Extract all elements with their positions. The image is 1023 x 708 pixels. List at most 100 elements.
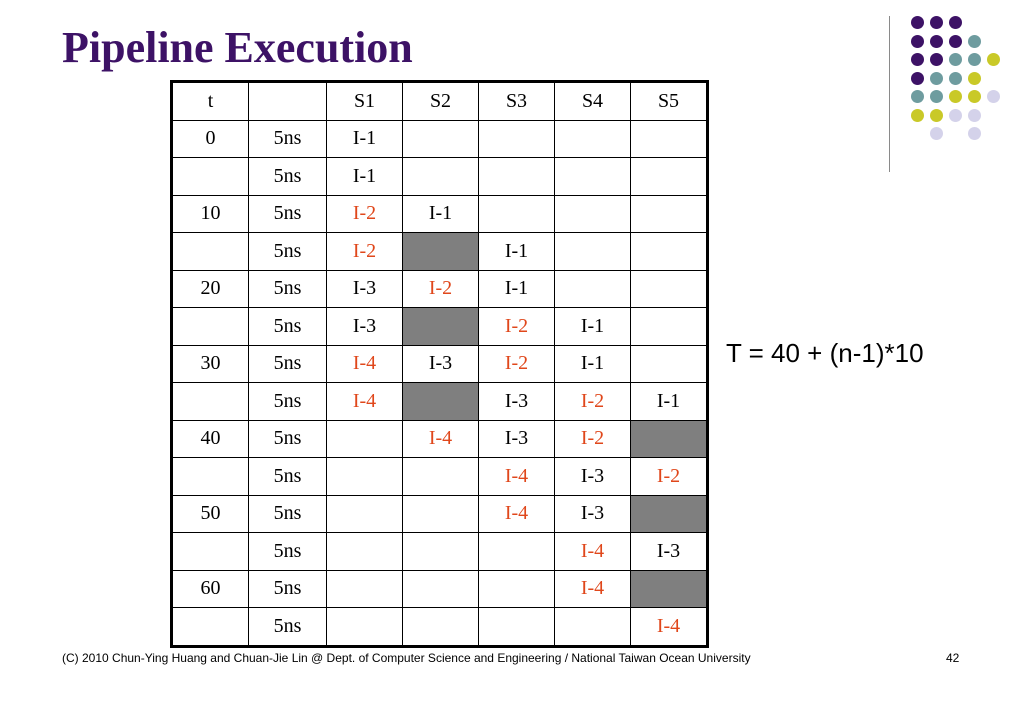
duration-cell: 5ns xyxy=(248,532,327,571)
table-row: 60 5ns I-4 xyxy=(171,569,708,608)
stage-cell xyxy=(402,119,479,158)
header-stage-s4: S4 xyxy=(554,81,631,121)
stage-cell xyxy=(402,569,479,608)
purple-dot xyxy=(930,16,943,29)
stage-cell xyxy=(478,569,555,608)
stage-cell: I-2 xyxy=(630,457,708,496)
duration-cell: 5ns xyxy=(248,119,327,158)
stage-cell xyxy=(630,269,708,308)
stage-cell: I-1 xyxy=(326,119,403,158)
stage-cell xyxy=(630,194,708,233)
teal-dot xyxy=(911,90,924,103)
stage-cell xyxy=(402,157,479,196)
yellow-dot xyxy=(968,71,981,85)
table-row: 20 5ns I-3 I-2 I-1 xyxy=(171,269,708,308)
stage-cell xyxy=(554,269,631,308)
duration-cell: 5ns xyxy=(248,194,327,233)
stage-cell: I-2 xyxy=(478,307,555,346)
stage-cell xyxy=(326,494,403,533)
stage-cell xyxy=(478,607,555,647)
slide-title: Pipeline Execution xyxy=(62,23,413,72)
stage-cell xyxy=(478,157,555,196)
stage-cell xyxy=(630,307,708,346)
duration-cell: 5ns xyxy=(248,494,327,533)
stage-cell xyxy=(630,232,708,271)
stage-cell xyxy=(554,157,631,196)
time-cell xyxy=(171,457,249,496)
duration-cell: 5ns xyxy=(248,457,327,496)
timing-formula: T = 40 + (n-1)*10 xyxy=(726,338,924,368)
stage-cell: I-3 xyxy=(554,457,631,496)
stage-cell: I-4 xyxy=(326,344,403,383)
stage-cell xyxy=(326,457,403,496)
time-cell: 60 xyxy=(171,569,249,608)
purple-dot xyxy=(911,34,924,48)
stage-cell: I-4 xyxy=(326,382,403,421)
purple-dot xyxy=(911,53,924,66)
time-cell xyxy=(171,382,249,421)
stage-cell: I-1 xyxy=(554,307,631,346)
table-row: 5ns I-4 I-3 I-2 xyxy=(171,457,708,496)
stage-cell: I-1 xyxy=(402,194,479,233)
stage-cell: I-3 xyxy=(630,532,708,571)
stall-cell xyxy=(630,569,708,608)
duration-cell: 5ns xyxy=(248,419,327,458)
header-stage-s2: S2 xyxy=(402,81,479,121)
stage-cell: I-4 xyxy=(478,457,555,496)
stage-cell xyxy=(478,532,555,571)
purple-dot xyxy=(911,16,924,29)
stage-cell xyxy=(554,194,631,233)
stage-cell: I-3 xyxy=(478,382,555,421)
duration-cell: 5ns xyxy=(248,157,327,196)
header-stage-s1: S1 xyxy=(326,81,403,121)
table-row: 30 5ns I-4 I-3 I-2 I-1 xyxy=(171,344,708,383)
pipeline-table: t S1 S2 S3 S4 S5 0 5ns I-1 5ns I-1 10 5ns I-2 I-… xyxy=(170,80,709,648)
stage-cell xyxy=(326,607,403,647)
stage-cell xyxy=(554,607,631,647)
stage-cell: I-3 xyxy=(554,494,631,533)
stage-cell: I-3 xyxy=(326,269,403,308)
stage-cell xyxy=(554,232,631,271)
stage-cell xyxy=(478,194,555,233)
stage-cell xyxy=(554,119,631,158)
lavender-dot xyxy=(968,127,981,140)
stage-cell xyxy=(478,119,555,158)
stage-cell xyxy=(326,419,403,458)
time-cell: 0 xyxy=(171,119,249,158)
header-stage-s3: S3 xyxy=(478,81,555,121)
time-cell xyxy=(171,607,249,647)
purple-dot xyxy=(911,71,924,85)
duration-cell: 5ns xyxy=(248,269,327,308)
stage-cell: I-4 xyxy=(630,607,708,647)
stage-cell: I-1 xyxy=(630,382,708,421)
table-row: 10 5ns I-2 I-1 xyxy=(171,194,708,233)
stage-cell: I-2 xyxy=(554,382,631,421)
lavender-dot xyxy=(987,90,1000,103)
duration-cell: 5ns xyxy=(248,569,327,608)
stage-cell: I-2 xyxy=(554,419,631,458)
purple-dot xyxy=(930,34,943,48)
table-row: 5ns I-4 xyxy=(171,607,708,647)
stage-cell: I-2 xyxy=(326,232,403,271)
time-cell xyxy=(171,307,249,346)
stage-cell: I-3 xyxy=(478,419,555,458)
stage-cell: I-4 xyxy=(402,419,479,458)
table-row: 5ns I-2 I-1 xyxy=(171,232,708,271)
stage-cell: I-4 xyxy=(554,569,631,608)
stage-cell xyxy=(402,494,479,533)
stage-cell: I-1 xyxy=(326,157,403,196)
lavender-dot xyxy=(949,108,962,122)
yellow-dot xyxy=(968,90,981,103)
table-row: 5ns I-4 I-3 I-2 I-1 xyxy=(171,382,708,421)
stage-cell: I-2 xyxy=(326,194,403,233)
time-cell: 40 xyxy=(171,419,249,458)
time-cell: 50 xyxy=(171,494,249,533)
stage-cell xyxy=(326,532,403,571)
teal-dot xyxy=(968,53,981,66)
duration-cell: 5ns xyxy=(248,382,327,421)
header-duration xyxy=(248,81,327,121)
duration-cell: 5ns xyxy=(248,232,327,271)
purple-dot xyxy=(949,34,962,48)
stage-cell xyxy=(630,344,708,383)
stage-cell xyxy=(402,532,479,571)
